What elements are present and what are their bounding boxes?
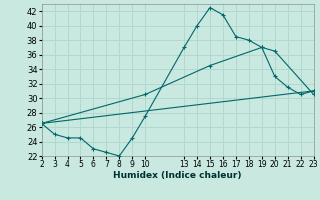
X-axis label: Humidex (Indice chaleur): Humidex (Indice chaleur) (113, 171, 242, 180)
